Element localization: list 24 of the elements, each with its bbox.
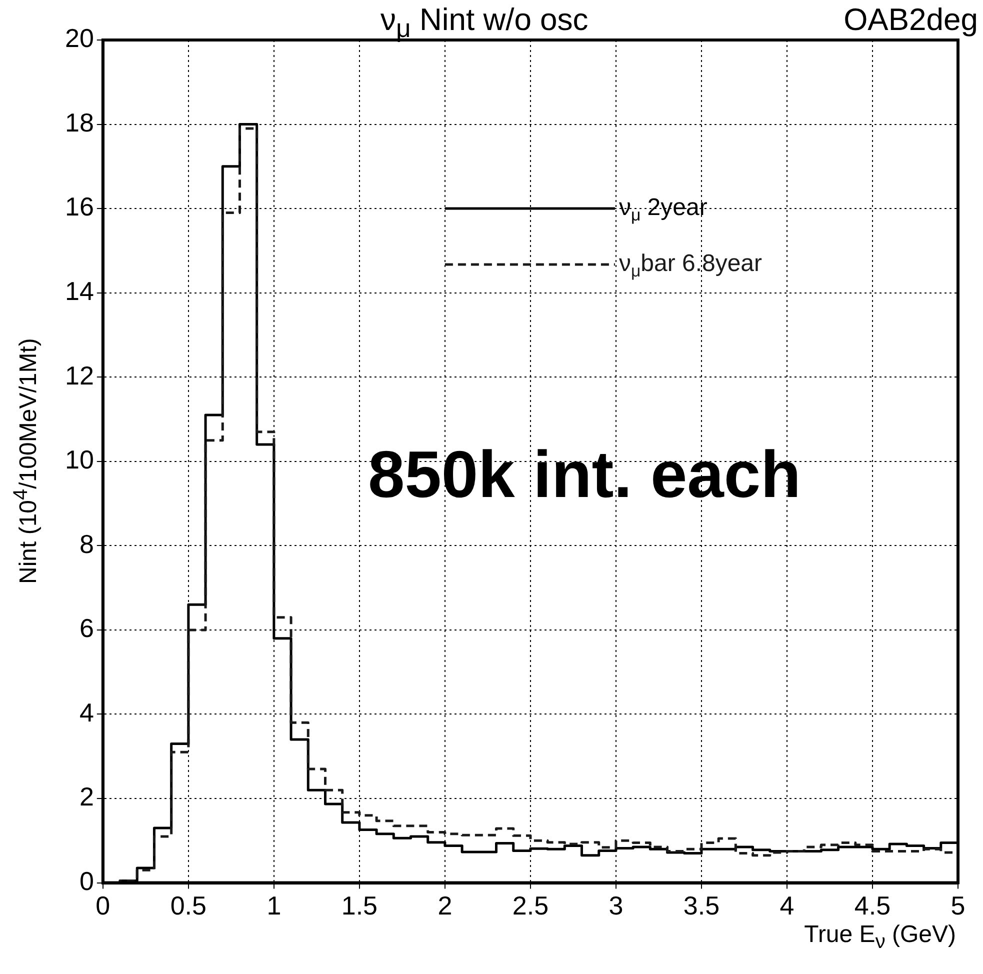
x-tick-label: 4	[780, 890, 794, 921]
x-tick-label: 2.5	[512, 890, 549, 921]
y-tick-label: 10	[65, 444, 94, 475]
chart-subtitle: OAB2deg	[844, 2, 978, 38]
y-tick-label: 6	[79, 613, 94, 644]
x-tick-label: 5	[950, 890, 966, 921]
y-tick-label: 0	[79, 866, 94, 896]
x-tick-label: 1	[266, 890, 282, 921]
y-tick-label: 8	[79, 528, 94, 559]
x-tick-label: 2	[438, 890, 452, 921]
x-tick-label: 3.5	[683, 890, 720, 921]
y-tick-label: 18	[65, 107, 94, 138]
x-axis-title: True E$_{ν}$ (GeV)	[804, 920, 956, 954]
x-tick-label: 1.5	[341, 890, 378, 921]
x-tick-label: 0.5	[170, 890, 207, 921]
y-tick-label: 14	[65, 276, 94, 306]
y-tick-label: 20	[65, 23, 94, 54]
annotation: 850k int. each	[368, 436, 801, 512]
y-tick-label: 12	[65, 360, 94, 390]
x-tick-label: 3	[608, 890, 624, 921]
y-tick-label: 4	[79, 697, 94, 728]
x-tick-label: 4.5	[854, 890, 891, 921]
y-tick-label: 2	[79, 782, 94, 812]
y-tick-label: 16	[65, 192, 94, 222]
